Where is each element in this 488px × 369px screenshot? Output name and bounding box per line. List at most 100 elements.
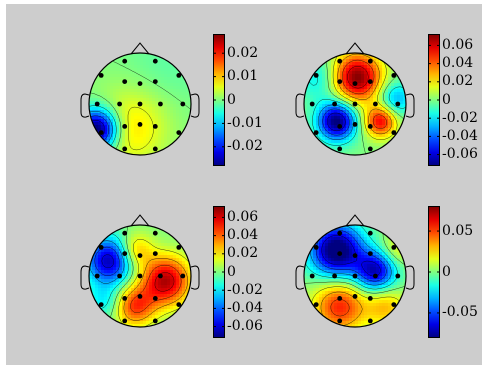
heatmap-cell [382,128,386,132]
heatmap-cell [361,246,365,250]
heatmap-cell [319,98,323,102]
heatmap-cell [98,80,102,84]
heatmap-cell [164,252,168,256]
heatmap-cell [185,71,189,75]
heatmap-cell [310,288,314,292]
heatmap-cell [104,125,108,129]
heatmap-cell [361,318,365,322]
heatmap-cell [101,113,105,117]
heatmap-cell [403,303,406,307]
heatmap-cell [167,143,171,147]
electrode-dot [373,101,378,107]
heatmap-cell [170,237,174,241]
heatmap-cell [367,282,371,286]
heatmap-cell [170,267,174,271]
heatmap-cell [176,62,180,66]
heatmap-cell [143,243,147,247]
heatmap-cell [137,71,141,75]
heatmap-cell [322,131,326,135]
heatmap-cell [149,279,153,283]
heatmap-cell [134,56,138,60]
heatmap-cell [143,59,147,63]
heatmap-cell [104,110,108,114]
heatmap-cell [382,246,386,250]
heatmap-cell [379,134,383,138]
contour-lines [308,53,406,155]
heatmap-cell [101,149,105,153]
heatmap-cell [316,228,320,232]
heatmap-cell [376,119,380,123]
heatmap-cell [119,231,123,235]
heatmap-cell [361,312,365,316]
heatmap-cell [185,56,189,60]
heatmap-cell [164,134,168,138]
heatmap-cell [355,303,359,307]
heatmap-cell [397,252,401,256]
heatmap-cell [358,152,362,155]
heatmap-cell [101,104,105,108]
heatmap-cell [367,288,371,292]
heatmap-cell [352,146,356,150]
heatmap-cell [379,273,383,277]
heatmap-cell [355,68,359,72]
electrode-dot [122,296,128,301]
heatmap-cell [110,71,114,75]
heatmap-cell [316,107,320,111]
heatmap-cell [385,92,389,96]
heatmap-cell [149,98,153,102]
heatmap-cell [125,309,129,313]
heatmap-cell [331,282,335,286]
heatmap-cell [131,101,135,105]
heatmap-cell [146,309,150,313]
heatmap-cell [358,74,362,78]
heatmap-cell [313,312,317,316]
heatmap-cell [92,122,96,126]
heatmap-cell [164,225,168,229]
heatmap-cell [361,113,365,117]
heatmap-cell [149,107,153,111]
heatmap-cell [388,68,392,72]
heatmap-cell [149,71,153,75]
heatmap-cell [364,267,368,271]
heatmap-cell [358,107,362,111]
heatmap-cell [170,68,174,72]
heatmap-cell [373,267,377,271]
heatmap-cell [394,80,398,84]
heatmap-cell [107,264,111,268]
heatmap-cell [137,149,141,153]
heatmap-cell [385,291,389,295]
heatmap-cell [92,240,96,244]
heatmap-cell [110,95,114,99]
heatmap-cell [397,77,401,81]
heatmap-cell [146,110,150,114]
heatmap-cell [373,134,377,138]
heatmap-cell [322,291,326,295]
heatmap-cell [161,119,165,123]
heatmap-cell [104,285,108,289]
heatmap-cell [125,122,129,126]
heatmap-cell [149,234,153,238]
heatmap-cell [328,92,332,96]
heatmap-cell [167,116,171,120]
heatmap-cell [104,324,108,327]
heatmap-cell [379,264,383,268]
heatmap-cell [340,300,344,304]
heatmap-cell [161,312,165,316]
heatmap-cell [98,252,102,256]
heatmap-cell [176,324,180,327]
heatmap-cell [358,228,362,232]
colorbar-tick-label: 0 [227,91,236,108]
heatmap-cell [343,74,347,78]
heatmap-cell [367,258,371,262]
heatmap-cell [158,98,162,102]
heatmap-cell [143,125,147,129]
heatmap-cell [403,306,406,310]
heatmap-cell [382,86,386,90]
heatmap-cell [179,312,183,316]
heatmap-cell [119,65,123,69]
heatmap-cell [400,315,404,319]
heatmap-cell [107,285,111,289]
heatmap-cell [185,291,189,295]
heatmap-cell [116,140,120,144]
heatmap-cell [334,252,338,256]
